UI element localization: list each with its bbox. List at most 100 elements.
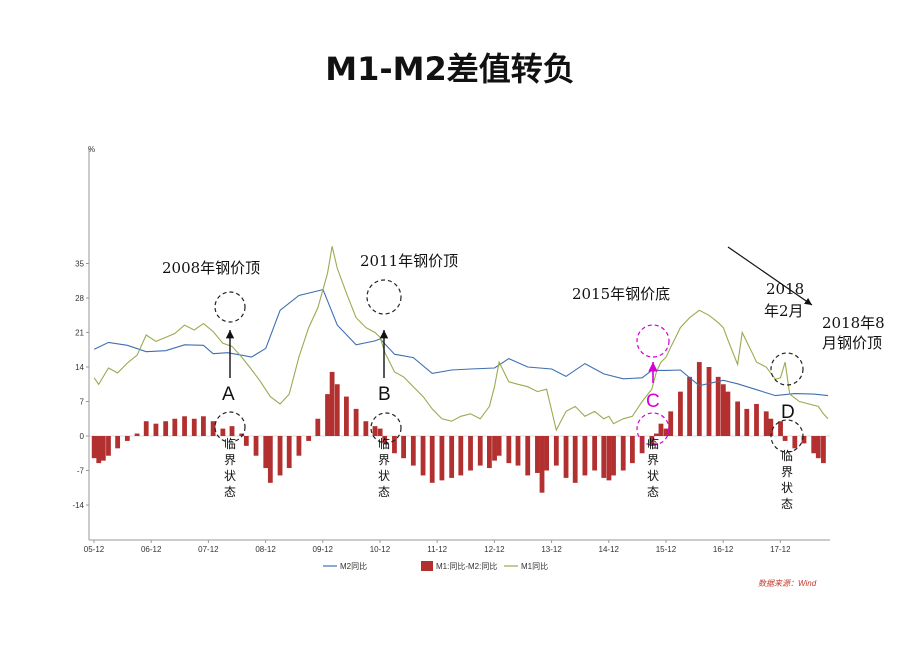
critical-state-char: 临	[781, 449, 793, 463]
diff-bar	[539, 436, 545, 493]
critical-state-char: 态	[224, 485, 236, 499]
circle-2008-bottom	[214, 411, 246, 443]
circle-2008-top	[214, 291, 246, 323]
diff-bar	[239, 433, 245, 436]
diff-bar	[344, 396, 349, 436]
diff-bar	[263, 436, 269, 469]
diff-bar	[201, 416, 206, 436]
critical-state-char: 态	[781, 497, 793, 511]
diff-bar	[687, 376, 692, 436]
diff-bar	[429, 436, 435, 483]
y-tick-label: 35	[75, 260, 84, 269]
diff-bar	[315, 418, 321, 436]
diff-bar	[515, 436, 521, 466]
annotation-2018-peak-line2: 月钢价顶	[822, 334, 882, 352]
diff-bar	[468, 436, 473, 471]
diff-bar	[96, 436, 102, 464]
critical-state-char: 界	[647, 453, 659, 467]
diff-bar	[420, 436, 426, 476]
annotation-2018-feb: 年2月	[764, 302, 804, 320]
diff-bar	[801, 436, 807, 444]
diff-bar	[267, 436, 273, 483]
diff-bar	[191, 418, 197, 436]
x-tick-label: 13-12	[541, 545, 562, 554]
critical-state-char: 状	[378, 469, 390, 483]
diff-bar	[253, 436, 259, 456]
circle-2015-bottom	[636, 412, 670, 446]
series-lines	[93, 246, 829, 432]
y-unit-label: %	[88, 145, 95, 154]
diff-bar	[654, 433, 659, 436]
diff-bar	[353, 408, 359, 436]
y-tick-label: 7	[80, 398, 85, 407]
diff-bar	[401, 436, 407, 459]
diff-bar	[182, 416, 187, 436]
circle-2018-bottom	[770, 419, 804, 453]
diff-bar	[663, 428, 669, 436]
diff-bar	[782, 436, 788, 441]
y-tick-label: 14	[75, 363, 84, 372]
diff-bar	[372, 426, 378, 436]
y-ticks: -14 -7 0 7 14 21 28 35	[72, 260, 89, 510]
x-tick-label: 08-12	[255, 545, 276, 554]
annotation-2008-peak: 2008年钢价顶	[162, 259, 260, 277]
x-ticks: 05-12 06-12 07-12 08-12 09-12 10-12 11-12 12-12…	[84, 540, 791, 554]
annotation-circles	[214, 279, 804, 453]
diff-bar	[172, 418, 178, 436]
x-tick-label: 17-12	[770, 545, 791, 554]
diff-bar	[124, 436, 130, 441]
diff-bars	[91, 362, 826, 493]
legend-label-diff: M1:同比-M2:同比	[436, 561, 497, 571]
diff-bar	[572, 436, 578, 483]
page-title: M1-M2差值转负	[325, 50, 575, 88]
m2-line	[93, 288, 829, 397]
y-tick-label: 21	[75, 329, 84, 338]
circle-2015-top	[636, 324, 670, 358]
diff-bar	[620, 436, 626, 471]
diff-bar	[744, 408, 750, 436]
diff-bar	[115, 436, 121, 449]
diff-bar	[220, 428, 226, 436]
circle-2011-top	[366, 279, 402, 315]
diff-bar	[363, 421, 369, 436]
y-tick-label: -7	[77, 467, 85, 476]
diff-bar	[410, 436, 416, 466]
diff-bar	[277, 436, 283, 476]
diff-bar	[763, 411, 769, 436]
critical-state-char: 临	[224, 437, 236, 451]
diff-bar	[296, 436, 302, 456]
x-tick-label: 05-12	[84, 545, 105, 554]
diff-bar	[678, 391, 683, 436]
x-tick-label: 10-12	[370, 545, 391, 554]
diff-bar	[334, 384, 340, 436]
diff-bar	[286, 436, 292, 469]
diff-bar	[229, 426, 235, 436]
diff-bar	[696, 362, 702, 436]
critical-state-char: 状	[224, 469, 236, 483]
diff-bar	[134, 433, 140, 436]
diff-bar	[306, 436, 312, 441]
critical-state-char: 临	[378, 437, 390, 451]
critical-state-char: 态	[378, 485, 390, 499]
diff-bar	[377, 428, 383, 436]
diff-bar	[525, 436, 531, 476]
diff-bar	[778, 421, 783, 436]
diff-bar	[768, 418, 774, 436]
diff-bar	[153, 423, 159, 436]
diff-bar	[821, 436, 826, 464]
y-tick-label: -14	[72, 501, 84, 510]
diff-bar	[535, 436, 540, 473]
diff-bar	[563, 436, 569, 478]
diff-bar	[754, 403, 759, 436]
critical-state-char: 状	[647, 469, 659, 483]
diff-bar	[792, 436, 798, 449]
circle-2011-bottom	[370, 412, 402, 444]
m1-line	[93, 246, 829, 432]
legend: M2同比 M1:同比-M2:同比 M1同比	[323, 561, 548, 571]
legend-label-m2: M2同比	[340, 561, 367, 571]
diff-bar	[611, 436, 616, 476]
diff-bar	[601, 436, 607, 478]
critical-state-char: 界	[781, 465, 793, 479]
